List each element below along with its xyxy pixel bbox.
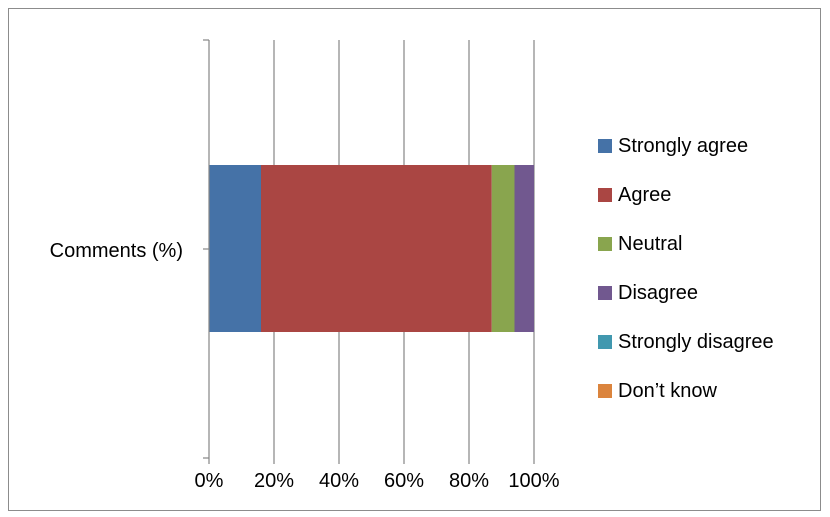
legend-swatch — [598, 237, 612, 251]
x-tick-labels: 0% 20% 40% 60% 80% 100% — [195, 470, 560, 492]
bar-agree — [261, 165, 492, 332]
legend-label: Strongly agree — [618, 134, 749, 157]
legend-label: Don’t know — [618, 379, 717, 402]
legend-label: Strongly disagree — [618, 330, 774, 353]
legend-item: Disagree — [598, 279, 698, 307]
legend-item: Strongly disagree — [598, 328, 774, 356]
x-tick-label: 60% — [384, 470, 424, 492]
bar-strongly-agree — [209, 165, 261, 332]
x-tick-label: 40% — [319, 470, 359, 492]
bar-segments — [209, 165, 534, 332]
bar-neutral — [491, 165, 515, 332]
legend-swatch — [598, 286, 612, 300]
legend-swatch — [598, 335, 612, 349]
legend-label: Disagree — [618, 281, 699, 304]
legend-item: Strongly agree — [598, 132, 748, 160]
legend-swatch — [598, 139, 612, 153]
axes — [203, 39, 535, 464]
legend-swatch — [598, 384, 612, 398]
legend-item: Agree — [598, 181, 671, 209]
category-label: Comments (%) — [50, 240, 183, 262]
legend-label: Neutral — [618, 232, 683, 255]
legend-item: Neutral — [598, 230, 682, 258]
x-tick-label: 0% — [195, 470, 224, 492]
x-tick-label: 20% — [254, 470, 294, 492]
x-tick-label: 80% — [449, 470, 489, 492]
legend-swatch — [598, 188, 612, 202]
legend-item: Don’t know — [598, 377, 717, 405]
bar-disagree — [514, 165, 534, 332]
x-tick-label: 100% — [508, 470, 559, 492]
legend-label: Agree — [618, 183, 672, 206]
